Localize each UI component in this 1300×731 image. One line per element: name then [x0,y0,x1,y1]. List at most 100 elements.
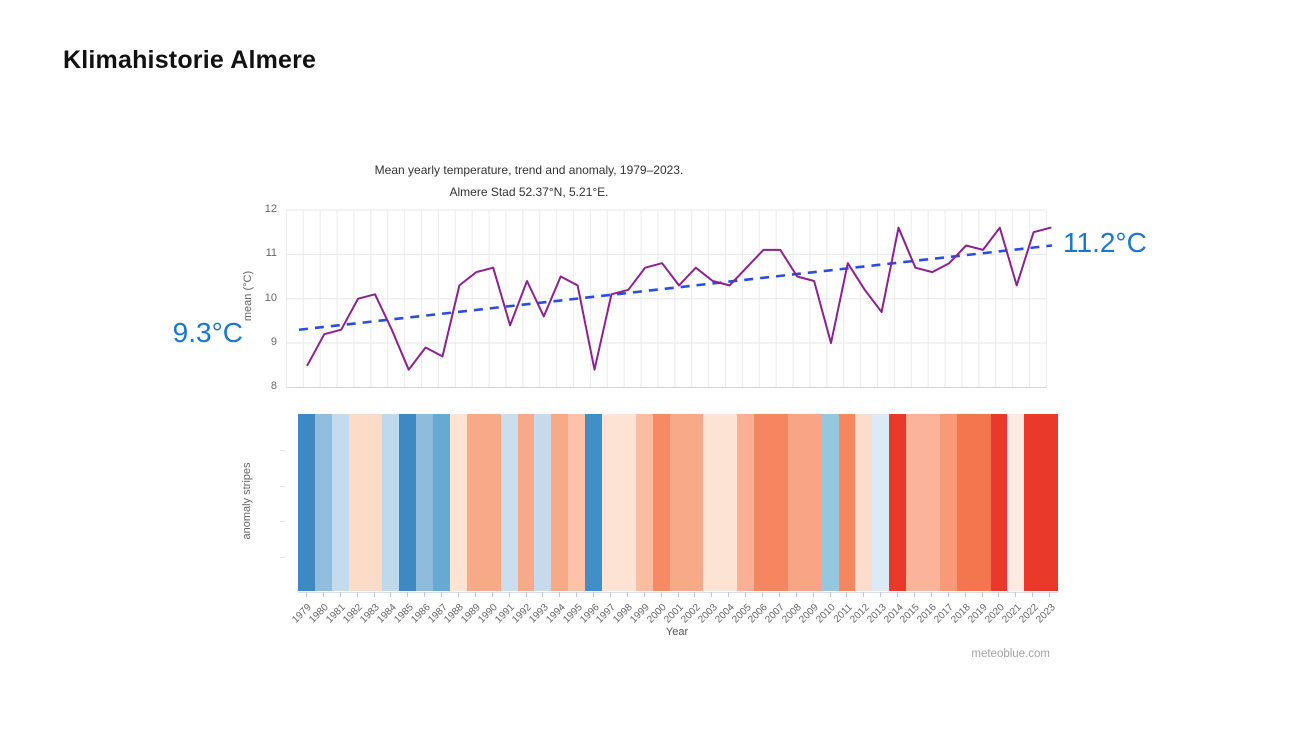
x-tick-1998 [626,592,628,597]
x-tick-1992 [525,592,527,597]
anomaly-stripe-1988[interactable] [450,414,467,591]
anomaly-stripe-1990[interactable] [483,414,501,591]
x-tick-1991 [508,592,510,597]
anomaly-stripe-2015[interactable] [906,414,923,591]
x-tick-2003 [711,592,713,597]
anomaly-stripe-2009[interactable] [804,414,822,591]
anomaly-stripe-2014[interactable] [889,414,907,591]
x-tick-2007 [778,592,780,597]
y-tick-label-12: 12 [264,203,277,215]
x-tick-2020 [998,592,1000,597]
mean-temperature-line [306,226,1052,371]
chart-title: Mean yearly temperature, trend and anoma… [374,163,684,177]
anomaly-stripe-1995[interactable] [568,414,586,591]
x-tick-1995 [576,592,578,597]
anomaly-stripe-2000[interactable] [652,414,670,591]
anomaly-stripe-2005[interactable] [737,414,755,591]
x-tick-2022 [1032,592,1034,597]
anomaly-stripe-2007[interactable] [770,414,788,591]
x-tick-1984 [390,592,392,597]
anomaly-stripe-1997[interactable] [602,414,619,591]
x-tick-1997 [609,592,611,597]
anomaly-stripe-2013[interactable] [872,414,890,591]
page-title: Klimahistorie Almere [63,46,317,74]
anomaly-stripe-1987[interactable] [433,414,451,591]
x-tick-1983 [373,592,375,597]
x-tick-2018 [964,592,966,597]
x-tick-1979 [305,592,307,597]
x-tick-1989 [474,592,476,597]
x-tick-2010 [829,592,831,597]
x-tick-2023 [1049,592,1051,597]
x-tick-1981 [339,592,341,597]
chart-subtitle: Almere Stad 52.37°N, 5.21°E. [449,185,609,199]
x-tick-1980 [322,592,324,597]
anomaly-stripe-1979[interactable] [298,414,315,591]
x-tick-1999 [643,592,645,597]
anomaly-stripe-2016[interactable] [922,414,940,591]
x-tick-2009 [812,592,814,597]
y-tick-label-11: 11 [265,247,277,260]
anomaly-stripe-1982[interactable] [348,414,366,591]
anomaly-stripe-2012[interactable] [855,414,873,591]
x-tick-2015 [913,592,915,597]
anomaly-stripe-2003[interactable] [703,414,721,591]
y-axis-title: mean (°C) [242,270,254,322]
x-tick-2008 [795,592,797,597]
anomaly-stripe-2021[interactable] [1007,414,1025,591]
anomaly-stripes-chart[interactable] [298,414,1059,591]
anomaly-stripe-1985[interactable] [399,414,417,591]
anomaly-stripe-1999[interactable] [635,414,653,591]
x-tick-2016 [930,592,932,597]
anomaly-stripe-2023[interactable] [1041,414,1059,591]
anomaly-stripe-2001[interactable] [669,414,687,591]
anomaly-stripe-1984[interactable] [382,414,400,591]
x-tick-2000 [660,592,662,597]
anomaly-stripe-1989[interactable] [466,414,484,591]
x-tick-1994 [559,592,561,597]
anomaly-stripe-2004[interactable] [720,414,738,591]
anomaly-stripe-2018[interactable] [956,414,974,591]
y-tick-label-10: 10 [264,291,277,304]
x-tick-1985 [407,592,409,597]
x-tick-2019 [981,592,983,597]
temperature-line-chart[interactable] [285,202,1060,402]
anomaly-stripe-2019[interactable] [973,414,991,591]
anomaly-stripe-2002[interactable] [686,414,704,591]
anomaly-stripe-2010[interactable] [821,414,839,591]
x-tick-2004 [728,592,730,597]
anomaly-stripe-2008[interactable] [787,414,805,591]
x-tick-1987 [441,592,443,597]
anomaly-stripe-1992[interactable] [517,414,535,591]
anomaly-stripe-1983[interactable] [365,414,383,591]
anomaly-stripe-2017[interactable] [939,414,957,591]
x-tick-2014 [897,592,899,597]
anomaly-stripe-2011[interactable] [838,414,856,591]
anomaly-stripe-1996[interactable] [585,414,603,591]
anomaly-stripe-1994[interactable] [551,414,569,591]
x-tick-2011 [846,592,848,597]
x-tick-2006 [761,592,763,597]
anomaly-stripe-1991[interactable] [500,414,518,591]
anomaly-stripe-1980[interactable] [314,414,332,591]
anomaly-stripe-2006[interactable] [754,414,771,591]
stripes-y-tick [280,557,285,558]
anomaly-stripe-1986[interactable] [416,414,434,591]
anomaly-stripe-1993[interactable] [534,414,552,591]
x-axis-title: Year [665,626,689,638]
stripes-y-tick [280,450,285,451]
anomaly-stripe-2022[interactable] [1024,414,1042,591]
anomaly-stripe-1981[interactable] [331,414,349,591]
x-tick-1993 [542,592,544,597]
x-tick-2021 [1015,592,1017,597]
anomaly-stripe-1998[interactable] [618,414,636,591]
watermark-link[interactable]: meteoblue.com [971,648,1050,660]
trend-start-label: 9.3°C [172,317,243,348]
x-tick-2017 [947,592,949,597]
x-tick-2002 [694,592,696,597]
trend-end-label: 11.2°C [1063,227,1147,258]
x-tick-1982 [356,592,358,597]
stripes-y-tick [280,521,285,523]
anomaly-stripe-2020[interactable] [990,414,1008,591]
